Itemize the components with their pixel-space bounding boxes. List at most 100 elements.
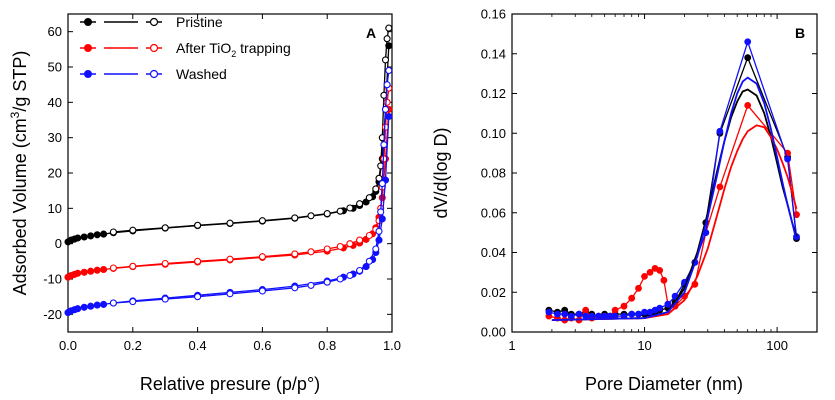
panel-b-xtick-label: 10 bbox=[637, 338, 651, 353]
data-point-b-after bbox=[646, 268, 654, 276]
data-point-after-desorption bbox=[356, 236, 364, 244]
data-point-pristine-desorption bbox=[194, 221, 202, 229]
panel-a: 0.0 0.2 0.4 0.6 0.8 1.0 -20 -10 0 10 20 30 40 50 60 Pr… bbox=[8, 13, 401, 394]
data-point-washed-desorption bbox=[161, 295, 169, 303]
series-line-b-washed bbox=[548, 39, 798, 317]
panel-a-ytick-label: -20 bbox=[43, 307, 62, 322]
panel-b-letter: B bbox=[795, 25, 805, 41]
fit-curve-washed bbox=[551, 76, 798, 321]
data-point-washed-desorption bbox=[381, 105, 390, 113]
panel-a-ytick-label: 60 bbox=[48, 24, 62, 39]
data-point-b-washed bbox=[641, 308, 648, 316]
data-point-after-desorption bbox=[307, 248, 315, 256]
panel-a-ylabel: Adsorbed Volume (cm3/g STP) bbox=[8, 51, 30, 296]
panel-b-ytick-label: 0.12 bbox=[481, 86, 506, 101]
data-point-washed-desorption bbox=[258, 287, 266, 295]
panel-a-ylabel-sup: 3 bbox=[8, 111, 22, 118]
panel-b-ytick-label: 0.08 bbox=[481, 166, 506, 181]
data-point-b-washed bbox=[635, 310, 642, 318]
data-point-pristine-desorption bbox=[356, 200, 364, 208]
legend-marker-filled-after bbox=[84, 44, 92, 52]
data-point-pristine-desorption bbox=[381, 56, 390, 64]
panel-a-xtick-label: 0.8 bbox=[318, 338, 336, 353]
data-point-washed-desorption bbox=[375, 227, 383, 235]
data-point-washed-adsorption bbox=[100, 300, 108, 308]
data-point-after-desorption bbox=[129, 262, 137, 270]
legend-label-pristine: Pristine bbox=[176, 14, 223, 30]
data-point-b-washed bbox=[784, 155, 791, 163]
data-point-pristine-adsorption bbox=[100, 230, 108, 238]
data-point-b-washed bbox=[575, 310, 583, 318]
series-line-b-pristine bbox=[548, 55, 798, 317]
panel-b-ytick-label: 0.06 bbox=[481, 205, 506, 220]
panel-b-ticks: 1 10 100 0.00 0.02 0.04 0.06 0.08 0.10 0.12 0.14 0.… bbox=[481, 7, 818, 353]
data-point-washed-desorption bbox=[291, 284, 299, 292]
panel-a-xtick-label: 0.4 bbox=[189, 338, 207, 353]
legend-marker-open-pristine bbox=[149, 17, 159, 27]
panel-a-ytick-label: 20 bbox=[48, 166, 62, 181]
legend-label-part: After TiO bbox=[176, 40, 231, 56]
data-point-b-washed bbox=[656, 304, 664, 312]
data-point-washed-desorption bbox=[385, 66, 393, 75]
data-point-after-adsorption bbox=[93, 266, 101, 274]
panel-a-frame bbox=[67, 13, 393, 333]
data-point-pristine-desorption bbox=[372, 185, 380, 193]
data-point-pristine-desorption bbox=[307, 212, 315, 220]
panel-b-ytick-label: 0.00 bbox=[481, 325, 506, 340]
data-point-washed-desorption bbox=[129, 298, 137, 306]
panel-a-xtick-label: 0.0 bbox=[59, 338, 77, 353]
data-point-washed-desorption bbox=[372, 245, 380, 253]
data-point-washed-adsorption bbox=[385, 112, 393, 121]
data-point-washed-desorption bbox=[307, 281, 315, 289]
legend-marker-filled-washed bbox=[84, 70, 92, 78]
data-point-b-washed bbox=[567, 312, 575, 320]
legend-marker-open-after bbox=[149, 43, 159, 53]
panel-a-ytick-label: 40 bbox=[48, 95, 62, 110]
data-point-b-washed bbox=[554, 310, 561, 318]
data-point-b-after bbox=[660, 276, 668, 284]
data-point-pristine-adsorption bbox=[74, 234, 82, 242]
data-point-pristine-desorption bbox=[383, 35, 391, 43]
data-point-washed-desorption bbox=[336, 275, 344, 283]
panel-a-ytick-label: 50 bbox=[48, 60, 62, 75]
data-point-washed-adsorption bbox=[87, 302, 95, 310]
data-point-b-washed bbox=[588, 312, 596, 320]
data-point-washed-desorption bbox=[194, 293, 202, 301]
data-point-after-adsorption bbox=[80, 268, 88, 276]
series-line-washed-desorption bbox=[113, 70, 390, 304]
data-point-washed-desorption bbox=[365, 257, 373, 265]
fit-curve-after bbox=[551, 124, 798, 321]
data-point-pristine-desorption bbox=[226, 219, 234, 227]
series-line-after-adsorption bbox=[67, 109, 390, 278]
data-point-after-desorption bbox=[226, 255, 234, 263]
data-point-pristine-desorption bbox=[323, 210, 331, 218]
data-point-after-desorption bbox=[258, 253, 266, 261]
data-point-washed-adsorption bbox=[80, 303, 88, 311]
panel-a-ytick-label: -10 bbox=[43, 272, 62, 287]
legend-label-washed: Washed bbox=[176, 66, 227, 82]
data-point-b-after bbox=[656, 266, 664, 274]
panel-b-ytick-label: 0.02 bbox=[481, 285, 506, 300]
legend-label-after: After TiO2 trapping bbox=[176, 40, 291, 59]
data-point-washed-desorption bbox=[346, 271, 354, 280]
panel-b-ytick-label: 0.04 bbox=[481, 245, 506, 260]
data-point-b-washed bbox=[628, 310, 636, 318]
data-point-after-adsorption bbox=[100, 265, 108, 274]
series-line-pristine-desorption bbox=[113, 27, 390, 233]
data-point-washed-adsorption bbox=[74, 305, 82, 313]
data-point-pristine-desorption bbox=[365, 194, 373, 202]
data-point-washed-desorption bbox=[109, 299, 117, 307]
data-point-after-desorption bbox=[336, 242, 344, 251]
data-point-pristine-desorption bbox=[336, 207, 344, 215]
data-point-b-after bbox=[620, 302, 628, 310]
data-point-washed-desorption bbox=[378, 180, 386, 188]
series-line-b-after bbox=[548, 104, 798, 321]
panel-b-xtick-label: 1 bbox=[508, 338, 515, 353]
legend-label-sub: 2 bbox=[231, 49, 236, 59]
data-point-washed-desorption bbox=[380, 141, 388, 149]
panel-a-xtick-label: 0.2 bbox=[124, 338, 142, 353]
data-point-after-desorption bbox=[383, 98, 391, 106]
data-point-b-after bbox=[582, 306, 590, 314]
panel-b-series bbox=[545, 38, 800, 324]
